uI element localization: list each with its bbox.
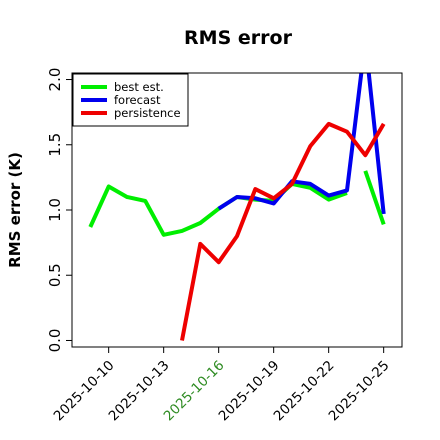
legend-label: best est. bbox=[114, 80, 164, 94]
y-tick-label: 1.5 bbox=[46, 133, 64, 157]
y-tick-label: 1.0 bbox=[46, 198, 64, 222]
y-tick-label: 0.0 bbox=[46, 329, 64, 353]
plot-area bbox=[88, 73, 386, 341]
series-line-best-est- bbox=[88, 181, 348, 237]
y-tick-label: 0.5 bbox=[46, 263, 64, 287]
legend-label: forecast bbox=[114, 93, 161, 107]
legend-label: persistence bbox=[114, 106, 181, 120]
y-axis-label: RMS error (K) bbox=[6, 152, 24, 268]
series-line-best-est-segment bbox=[363, 170, 386, 226]
chart-title: RMS error bbox=[184, 27, 293, 49]
series-line-persistence bbox=[180, 121, 386, 341]
y-tick-label: 2.0 bbox=[46, 68, 64, 92]
series-line-forecast bbox=[217, 73, 386, 215]
